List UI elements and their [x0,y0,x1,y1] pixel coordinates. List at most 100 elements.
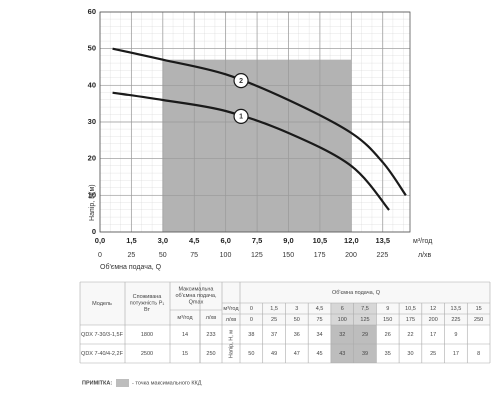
y-axis-label: Напір, Н(м) [88,184,96,221]
q-lmin: 50 [294,317,300,323]
x-tick-label: 12,0 [344,236,359,245]
row-qmax-m3: 15 [182,351,188,357]
row-head: 34 [316,332,322,338]
x2-tick-label: 125 [251,252,263,259]
x2-tick-label: 50 [159,252,167,259]
row-head: 49 [271,351,277,357]
row-head: 29 [362,332,368,338]
row-head: 17 [453,351,459,357]
y-tick-label: 0 [92,227,96,236]
row-head: 9 [454,332,457,338]
q-lmin: 175 [406,317,415,323]
x2-tick-label: 175 [314,252,326,259]
q-m3: 12 [430,306,436,312]
x2-tick-label: 100 [220,252,232,259]
q-m3: 4,5 [316,306,324,312]
row-model: QDX 7-30/3-1,5F [81,332,124,338]
row-model: QDX 7-40/4-2,2F [81,351,124,357]
row-head: 22 [407,332,413,338]
x-axis-label: Об'ємна подача, Q [100,263,162,271]
q-m3: 1,5 [270,306,278,312]
header-power: Споживана потужність P₁ Вт [130,294,165,313]
y-tick-label: 30 [88,117,96,126]
row-head: 37 [271,332,277,338]
curve-label: 1 [239,114,243,121]
row-head: 8 [477,351,480,357]
curve-label: 2 [239,78,243,85]
row-head: 38 [248,332,254,338]
y-tick-label: 20 [88,154,96,163]
curve [112,47,407,196]
q-lmin: 150 [383,317,392,323]
x-tick-label: 4,5 [189,236,199,245]
y-tick-label: 40 [88,80,96,89]
row-head: 26 [385,332,391,338]
q-lmin: 225 [451,317,460,323]
q-m3: 0 [250,306,253,312]
row-head: 36 [294,332,300,338]
curve [112,91,390,211]
plot-frame [99,11,411,233]
x-tick-label: 13,5 [375,236,390,245]
note-swatch [116,379,129,387]
y-tick-label: 60 [88,7,96,16]
x-tick-label: 0,0 [95,236,105,245]
y-tick-label: 50 [88,44,96,53]
curve-badge [233,108,249,124]
x-tick-label: 9,0 [283,236,293,245]
row-head: 35 [385,351,391,357]
q-lmin: 250 [474,317,483,323]
note-label: ПРИМІТКА: [82,380,112,386]
x2-tick-label: 150 [282,252,294,259]
curve-badge [233,73,249,89]
row-power: 1800 [141,332,153,338]
header-head: Напір, Н, м [228,330,234,358]
qmax-unit-lmin: л/хв [206,315,216,321]
q-unit-m3: м³/год [223,306,239,312]
header-qmax: Максимальна об'ємна подача, Qmax [176,287,217,306]
x-tick-label: 6,0 [220,236,230,245]
x-tick-label: 3,0 [158,236,168,245]
x2-unit: л/хв [418,252,432,259]
x-tick-label: 10,5 [313,236,328,245]
x-tick-label: 7,5 [252,236,262,245]
row-head: 25 [430,351,436,357]
q-m3: 3 [295,306,298,312]
q-lmin: 100 [338,317,347,323]
header-q: Об'ємна подача, Q [332,290,381,296]
row-qmax-m3: 14 [182,332,188,338]
row-head: 43 [339,351,345,357]
qmax-unit-m3: м³/год [177,315,193,321]
row-qmax-lmin: 233 [206,332,215,338]
q-m3: 13,5 [451,306,462,312]
q-m3: 10,5 [405,306,416,312]
y-tick-label: 10 [88,190,96,199]
x-unit: м³/год [413,238,432,245]
q-unit-lmin: л/хв [226,317,236,323]
q-lmin: 0 [250,317,253,323]
x2-tick-label: 200 [345,252,357,259]
x2-tick-label: 225 [377,252,389,259]
x-tick-label: 1,5 [126,236,136,245]
x2-tick-label: 0 [98,252,102,259]
row-head: 50 [248,351,254,357]
note-text: - точка максимального ККД [132,380,202,386]
x2-tick-label: 75 [190,252,198,259]
q-m3: 9 [386,306,389,312]
row-head: 39 [362,351,368,357]
q-m3: 7,5 [361,306,369,312]
q-lmin: 200 [429,317,438,323]
row-head: 47 [294,351,300,357]
row-head: 32 [339,332,345,338]
row-qmax-lmin: 250 [206,351,215,357]
q-m3: 6 [341,306,344,312]
q-lmin: 125 [360,317,369,323]
row-power: 2500 [141,351,153,357]
row-head: 45 [316,351,322,357]
q-lmin: 75 [316,317,322,323]
x2-tick-label: 25 [127,252,135,259]
q-m3: 15 [476,306,482,312]
row-head: 17 [430,332,436,338]
header-model: Модель [92,301,112,307]
